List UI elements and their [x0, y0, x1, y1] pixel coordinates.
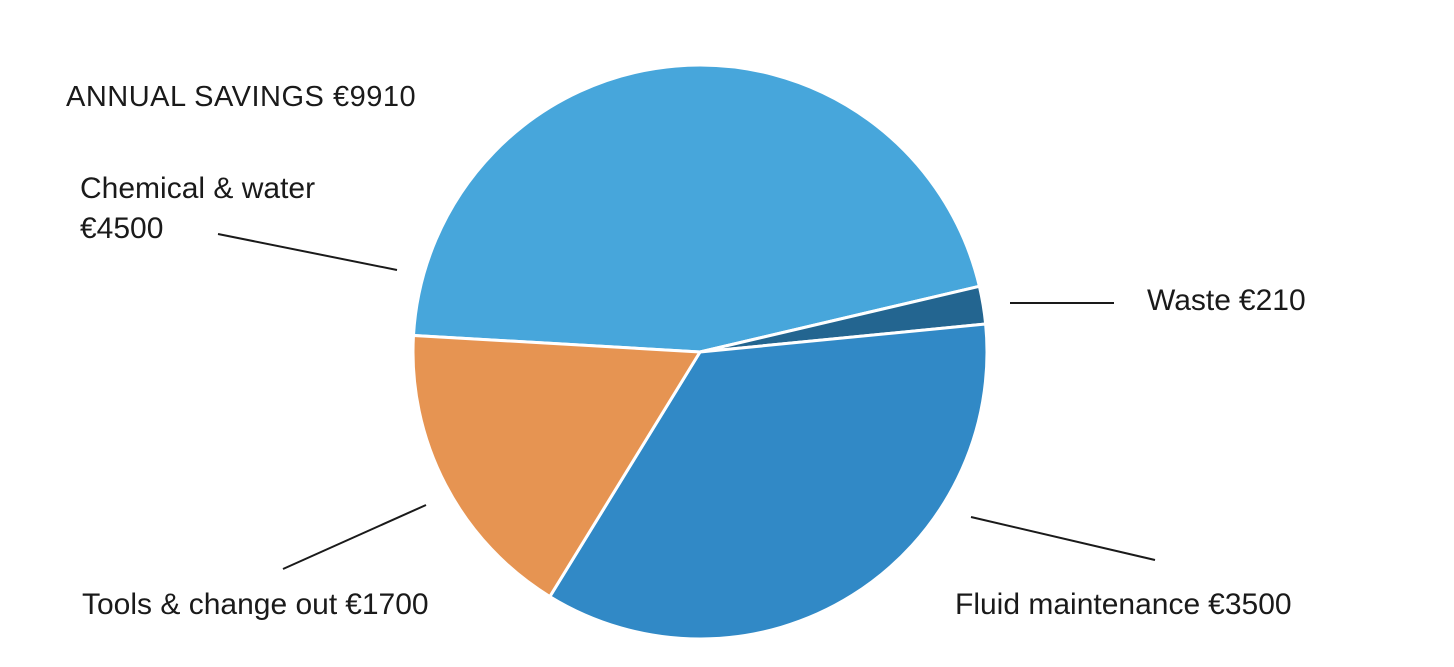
- chart-title: ANNUAL SAVINGS €9910: [66, 81, 416, 113]
- slice-label: Fluid maintenance €3500: [955, 588, 1292, 621]
- leader-line: [970, 516, 1156, 561]
- value-label: €1700: [345, 588, 428, 621]
- category-label: Tools & change out: [82, 588, 338, 621]
- category-label: Chemical & water: [80, 172, 315, 205]
- value-label: €4500: [80, 212, 163, 245]
- category-label: Waste: [1147, 284, 1231, 317]
- pie-slice: [411, 333, 703, 599]
- leader-line: [282, 504, 427, 570]
- pie-slice: [411, 63, 982, 354]
- pie-slice: [547, 322, 989, 641]
- value-label: €3500: [1208, 588, 1291, 621]
- slice-label: Tools & change out €1700: [82, 588, 429, 621]
- leader-line: [217, 233, 398, 271]
- slice-label: Waste €210: [1147, 284, 1306, 317]
- category-label: Fluid maintenance: [955, 588, 1200, 621]
- pie: [411, 63, 989, 641]
- value-label: €210: [1239, 284, 1306, 317]
